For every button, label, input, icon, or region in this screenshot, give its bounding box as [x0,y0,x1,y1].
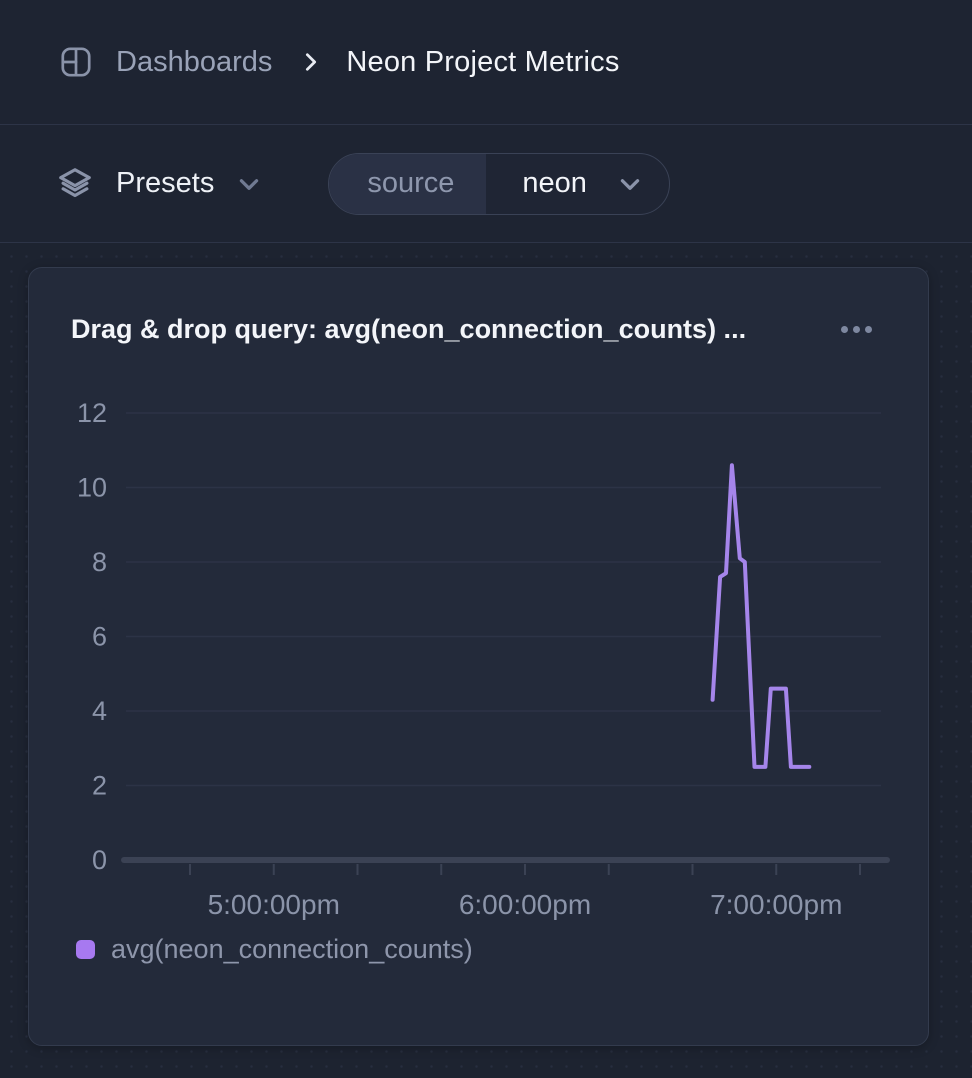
template-variable-value: neon [522,167,587,199]
template-variable-source-select[interactable]: source neon [328,152,670,215]
dashboard-canvas: Drag & drop query: avg(neon_connection_c… [0,243,972,1078]
svg-text:2: 2 [92,771,107,801]
svg-text:10: 10 [77,473,107,503]
svg-text:5:00:00pm: 5:00:00pm [208,889,340,920]
metric-line-chart[interactable]: 0 2 4 6 8 10 12 5:00:00pm 6:00:00pm 7:00:00pm [29,377,930,930]
timeseries-widget-card: Drag & drop query: avg(neon_connection_c… [28,267,929,1046]
svg-text:12: 12 [77,398,107,428]
legend-item[interactable]: avg(neon_connection_counts) [76,934,928,965]
chevron-down-icon [620,178,640,190]
dashboard-toolbar: Presets source neon [0,125,972,243]
legend-label: avg(neon_connection_counts) [111,934,473,964]
legend-swatch [76,940,95,959]
svg-text:4: 4 [92,696,107,726]
presets-label: Presets [116,167,215,199]
page-title: Neon Project Metrics [346,45,620,78]
widget-header: Drag & drop query: avg(neon_connection_c… [29,268,928,345]
layers-icon [59,167,91,197]
chart-area: 0 2 4 6 8 10 12 5:00:00pm 6:00:00pm 7:00:00pm avg… [29,377,928,965]
widget-title: Drag & drop query: avg(neon_connection_c… [71,314,747,344]
svg-text:0: 0 [92,845,107,875]
svg-text:6:00:00pm: 6:00:00pm [459,889,591,920]
svg-text:6: 6 [92,622,107,652]
chevron-right-icon [306,53,317,71]
widget-menu-ellipsis-icon[interactable] [835,318,878,341]
dashboards-icon[interactable] [58,44,94,80]
presets-dropdown-button[interactable]: Presets [56,165,262,203]
top-header: Dashboards Neon Project Metrics [0,0,972,125]
template-variable-key: source [329,153,487,214]
svg-text:8: 8 [92,547,107,577]
breadcrumb-dashboards-link[interactable]: Dashboards [116,45,273,78]
svg-text:7:00:00pm: 7:00:00pm [710,889,842,920]
chevron-down-icon [240,178,259,190]
